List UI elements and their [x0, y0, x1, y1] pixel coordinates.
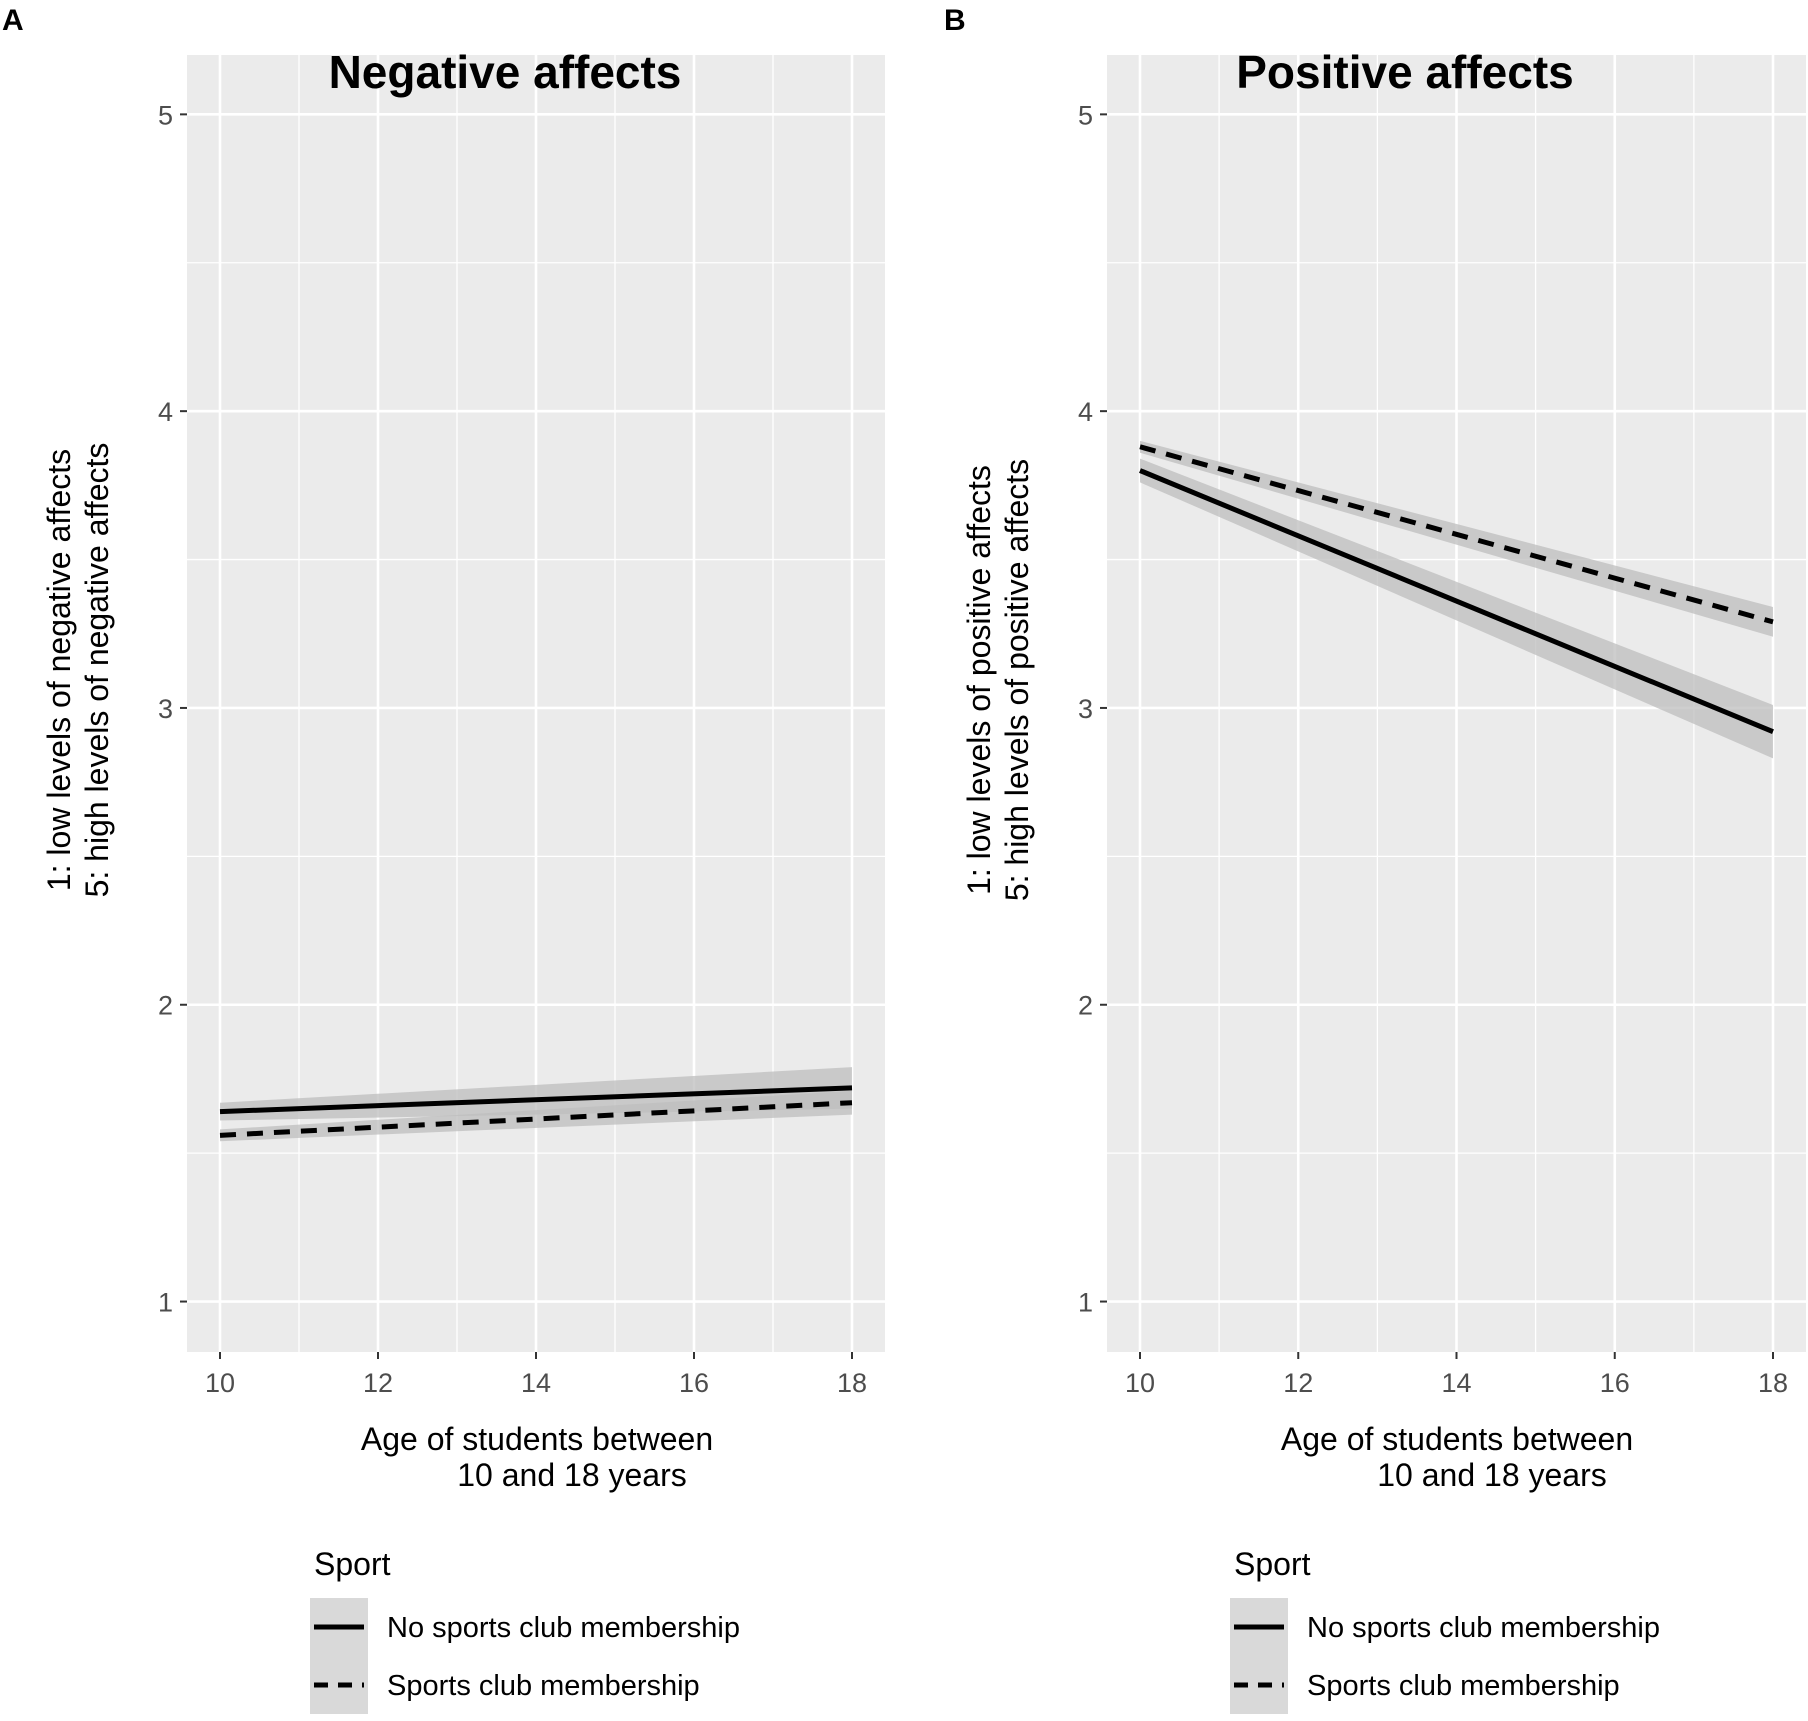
y-tick-label: 4: [158, 397, 173, 427]
chart-title: Positive affects: [1236, 46, 1573, 98]
y-axis-label-line1: 1: low levels of positive affects: [961, 465, 997, 895]
x-tick-label: 12: [1283, 1368, 1313, 1398]
x-tick-label: 10: [205, 1368, 235, 1398]
y-tick-label: 5: [158, 100, 173, 130]
legend: Sport No sports club membership Sports clu…: [310, 1546, 740, 1714]
y-axis-label-line2: 5: high levels of negative affects: [79, 443, 115, 898]
y-tick-label: 4: [1078, 397, 1093, 427]
y-tick-label: 1: [158, 1288, 173, 1318]
x-axis-label-line2: 10 and 18 years: [1377, 1457, 1607, 1493]
panel-letter: A: [2, 4, 24, 37]
series-line-no-membership: [219, 1085, 853, 1115]
panel-letter: B: [944, 4, 966, 37]
y-tick-label: 2: [1078, 991, 1093, 1021]
chart-title: Negative affects: [329, 46, 682, 98]
series-line-no-membership: [1139, 468, 1774, 735]
y-tick-label: 5: [1078, 100, 1093, 130]
legend-entry-label: Sports club membership: [387, 1670, 700, 1702]
legend: Sport No sports club membership Sports clu…: [1230, 1546, 1660, 1714]
x-tick-label: 16: [679, 1368, 709, 1398]
legend-entry-label: No sports club membership: [387, 1612, 740, 1644]
x-axis-label-line1: Age of students between: [361, 1421, 713, 1457]
ci-ribbon-membership: [220, 1090, 852, 1142]
x-axis-label-line2: 10 and 18 years: [457, 1457, 687, 1493]
legend-title: Sport: [1234, 1546, 1311, 1582]
y-tick-label: 1: [1078, 1288, 1093, 1318]
y-axis-label-line1: 1: low levels of negative affects: [41, 449, 77, 891]
legend-entry-label: No sports club membership: [1307, 1612, 1660, 1644]
x-tick-label: 14: [521, 1368, 551, 1398]
x-tick-label: 12: [363, 1368, 393, 1398]
x-tick-label: 10: [1125, 1368, 1155, 1398]
series-line-membership: [1139, 444, 1774, 625]
legend-title: Sport: [314, 1546, 391, 1582]
y-tick-label: 3: [1078, 694, 1093, 724]
x-tick-label: 18: [837, 1368, 867, 1398]
x-tick-label: 16: [1600, 1368, 1630, 1398]
y-tick-label: 2: [158, 991, 173, 1021]
y-axis-label-line2: 5: high levels of positive affects: [999, 459, 1035, 901]
x-tick-label: 14: [1441, 1368, 1471, 1398]
x-axis-label-line1: Age of students between: [1281, 1421, 1633, 1457]
y-tick-label: 3: [158, 694, 173, 724]
x-tick-label: 18: [1758, 1368, 1788, 1398]
series-line-membership: [219, 1100, 853, 1138]
legend-entry-label: Sports club membership: [1307, 1670, 1620, 1702]
